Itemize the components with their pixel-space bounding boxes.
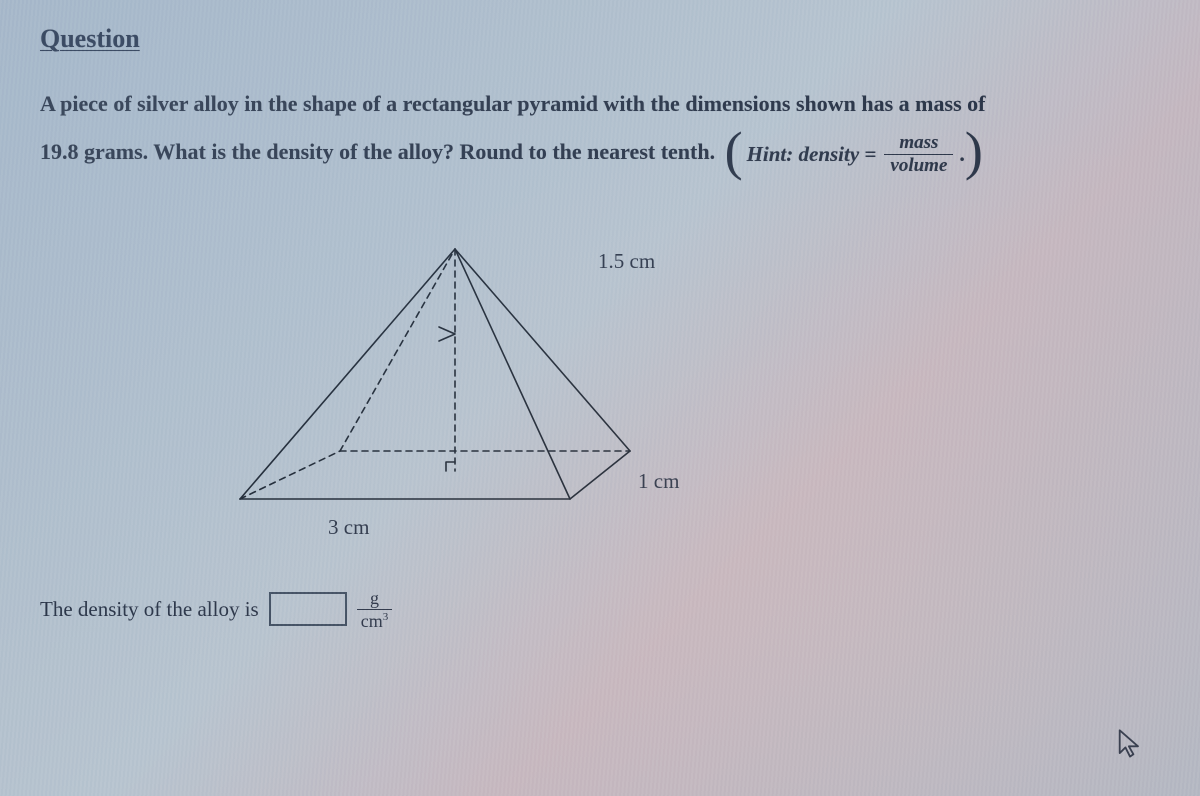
unit-den-base: cm [361,611,383,631]
cursor-icon [1116,728,1144,760]
prompt-part2: What is the density of the alloy? Round … [153,139,715,164]
answer-label: The density of the alloy is [40,597,259,622]
unit-den-exp: 3 [383,611,389,623]
question-heading: Question [40,24,1160,54]
prompt-mass: 19.8 grams. [40,139,148,164]
unit-denominator: cm3 [357,609,393,630]
hint-label: Hint: density = [747,131,877,177]
hint-denominator: volume [884,154,953,176]
question-prompt: A piece of silver alloy in the shape of … [40,80,1160,179]
dim-height: 1.5 cm [598,249,655,274]
pyramid-figure: 1.5 cm 1 cm 3 cm [200,219,760,539]
dim-depth: 1 cm [638,469,679,494]
unit-numerator: g [364,589,385,609]
answer-unit: g cm3 [357,589,393,630]
dim-width: 3 cm [328,515,369,540]
prompt-part1: A piece of silver alloy in the shape of … [40,91,985,116]
density-input[interactable] [269,592,347,626]
hint-fraction: mass volume [884,133,953,176]
hint-numerator: mass [893,133,944,154]
hint: ( Hint: density = mass volume . ) [725,130,983,178]
answer-row: The density of the alloy is g cm3 [40,589,1160,630]
